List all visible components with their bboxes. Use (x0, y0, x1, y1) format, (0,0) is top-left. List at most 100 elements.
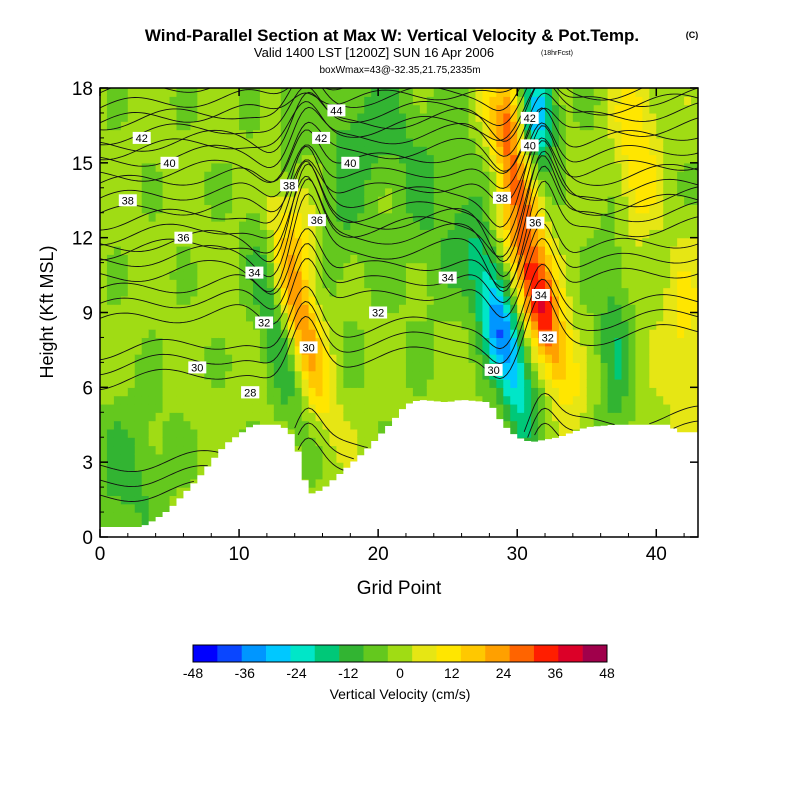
w-cell (183, 320, 191, 330)
w-cell (558, 262, 567, 272)
w-cell (218, 329, 226, 339)
w-cell (148, 470, 157, 480)
w-cell (343, 237, 351, 247)
w-cell (287, 329, 296, 339)
x-tick-label: 20 (368, 544, 389, 565)
w-cell (252, 196, 261, 205)
w-cell (517, 395, 525, 405)
w-cell (225, 121, 233, 131)
w-cell (600, 320, 609, 330)
w-cell (197, 304, 205, 314)
w-cell (412, 387, 421, 397)
w-cell (204, 270, 212, 280)
w-cell (656, 287, 664, 297)
w-cell (412, 345, 421, 355)
w-cell (190, 137, 198, 147)
w-cell (558, 428, 567, 438)
w-cell (218, 412, 226, 422)
w-cell (148, 403, 157, 413)
w-cell (600, 295, 609, 305)
w-cell (280, 229, 289, 239)
w-cell (538, 412, 546, 422)
w-cell (364, 279, 372, 289)
w-cell (670, 96, 678, 106)
w-cell (454, 96, 463, 106)
w-cell (155, 237, 164, 247)
w-cell (565, 112, 574, 122)
w-cell (600, 312, 609, 322)
w-cell (100, 237, 108, 247)
w-cell (475, 154, 484, 164)
w-cell (148, 437, 157, 447)
w-cell (336, 287, 344, 297)
w-cell (475, 270, 484, 280)
w-cell (357, 437, 365, 447)
w-cell (204, 162, 212, 172)
w-cell (426, 137, 435, 147)
w-cell (239, 146, 247, 156)
w-cell (649, 403, 657, 413)
w-cell (503, 212, 511, 222)
w-cell (148, 221, 157, 230)
w-cell (600, 112, 609, 122)
w-cell (148, 387, 157, 397)
theta-contour-line (100, 88, 644, 146)
w-cell (162, 312, 171, 322)
w-cell (468, 104, 477, 114)
w-cell (350, 171, 358, 181)
w-cell (120, 212, 129, 222)
w-cell (642, 337, 650, 347)
w-cell (148, 345, 157, 355)
w-cell (350, 179, 358, 189)
w-cell (100, 171, 108, 181)
w-cell (510, 96, 518, 106)
w-cell (531, 337, 539, 347)
w-cell (426, 204, 435, 214)
w-cell (162, 171, 171, 181)
w-cell (204, 254, 212, 264)
w-cell (308, 229, 317, 239)
w-cell (246, 187, 254, 197)
w-cell (259, 254, 268, 264)
w-cell (197, 428, 205, 438)
w-cell (169, 420, 178, 430)
w-cell (635, 129, 643, 139)
w-cell (385, 104, 393, 114)
w-cell (106, 437, 115, 447)
w-cell (621, 287, 630, 297)
w-cell (399, 187, 407, 197)
w-cell (190, 379, 198, 388)
w-cell (419, 237, 428, 247)
w-cell (127, 121, 136, 131)
w-cell (489, 395, 497, 405)
w-cell (691, 329, 698, 339)
w-cell (635, 112, 643, 122)
w-cell (572, 237, 581, 247)
w-cell (148, 420, 157, 430)
w-cell (357, 270, 365, 280)
w-cell (635, 387, 643, 397)
w-cell (141, 487, 150, 497)
w-cell (572, 295, 581, 305)
w-cell (447, 121, 456, 131)
w-cell (113, 245, 122, 255)
w-cell (392, 121, 400, 131)
w-cell (301, 162, 310, 172)
w-cell (419, 279, 428, 289)
w-cell (280, 370, 289, 380)
w-cell (565, 428, 574, 438)
w-cell (301, 88, 310, 97)
w-cell (670, 379, 678, 388)
w-cell (141, 520, 150, 530)
w-cell (232, 370, 240, 380)
w-cell (670, 412, 678, 422)
w-cell (232, 420, 240, 430)
w-cell (496, 129, 504, 139)
w-cell (364, 254, 372, 264)
w-cell (684, 171, 692, 181)
w-cell (399, 129, 407, 139)
w-cell (176, 287, 185, 297)
w-cell (329, 395, 338, 405)
colorbar-label: Vertical Velocity (cm/s) (330, 686, 471, 702)
w-cell (239, 245, 247, 255)
